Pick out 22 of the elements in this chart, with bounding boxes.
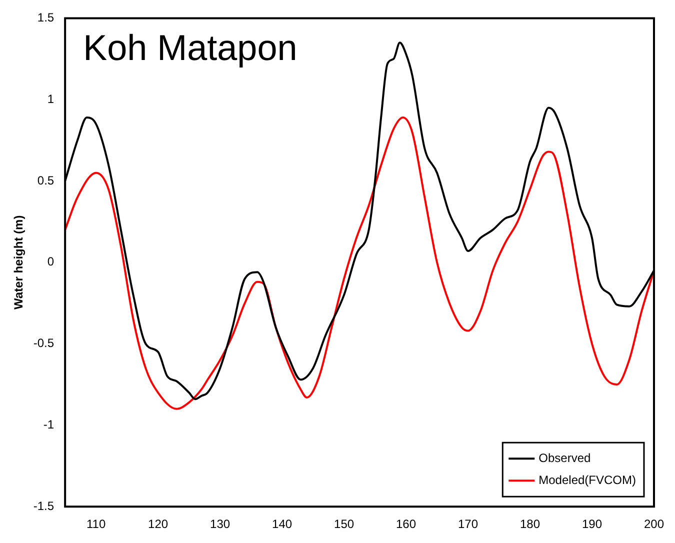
x-tick-label: 140	[272, 517, 292, 532]
y-tick-label: 1.5	[37, 10, 54, 25]
x-tick-label: 150	[334, 517, 354, 532]
x-tick-label: 110	[86, 517, 106, 532]
x-tick-label: 190	[582, 517, 602, 532]
x-tick-label: 120	[148, 517, 168, 532]
x-tick-label: 180	[520, 517, 540, 532]
y-tick-label: 0.5	[37, 173, 54, 188]
y-tick-label: -1	[43, 418, 54, 432]
y-tick-label: -0.5	[33, 336, 54, 350]
y-axis-title: Water height (m)	[12, 215, 26, 310]
x-tick-label: 160	[396, 517, 416, 532]
y-tick-label: 1	[47, 92, 54, 106]
line-series	[65, 116, 654, 410]
legend-label: Observed	[538, 450, 591, 465]
legend-label: Modeled(FVCOM)	[538, 472, 636, 487]
x-tick-label: 170	[458, 517, 478, 532]
y-tick-label: -1.5	[33, 498, 54, 513]
chart-title: Koh Matapon	[83, 27, 298, 68]
x-tick-label: 200	[644, 517, 664, 532]
x-tick-label: 130	[210, 517, 230, 532]
y-tick-label: 0	[47, 254, 54, 269]
